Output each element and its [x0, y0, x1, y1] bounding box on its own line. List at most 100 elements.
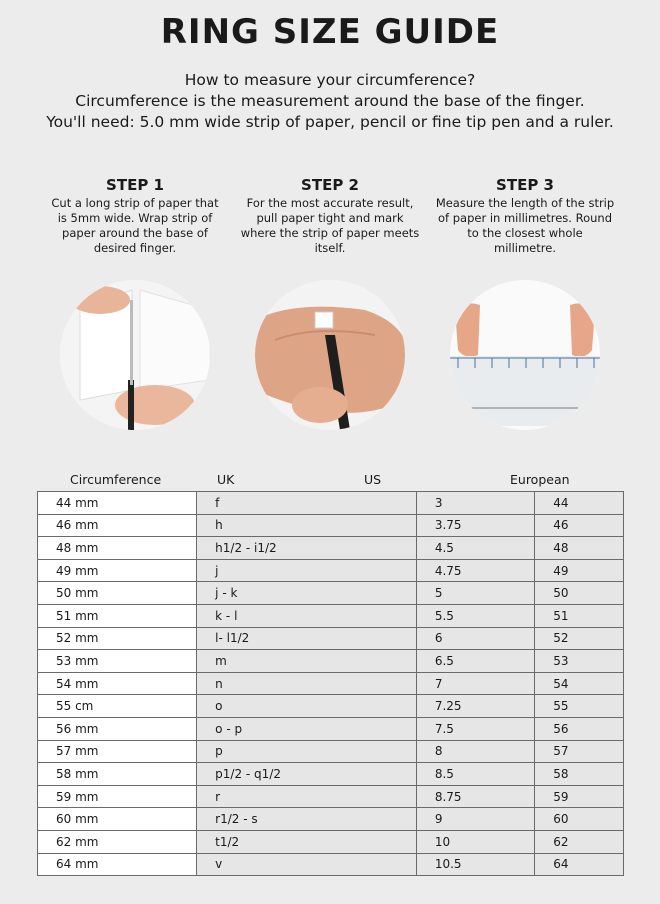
step-title: STEP 3	[496, 176, 554, 194]
ring-size-table: 44 mm f 3 44 46 mm h 3.75 46 48 mm h1/2 - i1/2 4.5…	[36, 491, 624, 877]
cell-us: 7.5	[415, 716, 536, 741]
cell-us: 4.5	[415, 536, 536, 560]
cell-european: 55	[534, 694, 624, 718]
cell-uk: o - p	[196, 716, 417, 741]
cell-circumference: 50 mm	[36, 581, 198, 605]
cell-us: 6	[415, 626, 536, 651]
step-text: For the most accurate result, pull paper…	[240, 196, 420, 255]
cell-circumference: 49 mm	[36, 558, 198, 583]
cell-circumference: 55 cm	[36, 694, 198, 718]
cell-uk: r	[196, 784, 417, 809]
table-row: 60 mm r1/2 - s 9 60	[36, 807, 624, 831]
table-row: 57 mm p 8 57	[36, 739, 624, 764]
header-uk: UK	[217, 472, 235, 487]
step-2: STEP 2 For the most accurate result, pul…	[240, 176, 420, 256]
step-1: STEP 1 Cut a long strip of paper that is…	[45, 176, 225, 256]
header-european: European	[510, 472, 570, 487]
cell-us: 10.5	[415, 852, 536, 877]
cell-european: 46	[534, 513, 624, 538]
table-row: 62 mm t1/2 10 62	[36, 829, 624, 854]
cell-european: 50	[534, 581, 624, 605]
cell-european: 53	[534, 649, 624, 673]
cell-european: 44	[534, 491, 624, 515]
cell-european: 56	[534, 716, 624, 741]
cell-us: 8	[415, 739, 536, 764]
cell-circumference: 60 mm	[36, 807, 198, 831]
cell-circumference: 62 mm	[36, 829, 198, 854]
cell-circumference: 46 mm	[36, 513, 198, 538]
table-row: 53 mm m 6.5 53	[36, 649, 624, 673]
cell-circumference: 52 mm	[36, 626, 198, 651]
cell-circumference: 44 mm	[36, 491, 198, 515]
intro-requirements: You'll need: 5.0 mm wide strip of paper,…	[46, 113, 614, 131]
intro-definition: Circumference is the measurement around …	[75, 92, 585, 110]
cell-uk: f	[196, 491, 417, 515]
table-row: 55 cm o 7.25 55	[36, 694, 624, 718]
cell-uk: j	[196, 558, 417, 583]
table-row: 48 mm h1/2 - i1/2 4.5 48	[36, 536, 624, 560]
step-title: STEP 1	[106, 176, 164, 194]
step-3-image	[450, 280, 600, 430]
table-row: 51 mm k - l 5.5 51	[36, 603, 624, 628]
cell-circumference: 58 mm	[36, 762, 198, 786]
step-1-image	[60, 280, 210, 430]
table-row: 46 mm h 3.75 46	[36, 513, 624, 538]
table-row: 54 mm n 7 54	[36, 671, 624, 696]
cell-us: 3	[415, 491, 536, 515]
cell-european: 64	[534, 852, 624, 877]
cell-european: 60	[534, 807, 624, 831]
page-title: RING SIZE GUIDE	[160, 12, 500, 52]
table-row: 44 mm f 3 44	[36, 491, 624, 515]
table-row: 50 mm j - k 5 50	[36, 581, 624, 605]
cell-us: 3.75	[415, 513, 536, 538]
cell-european: 54	[534, 671, 624, 696]
cell-us: 6.5	[415, 649, 536, 673]
cell-uk: m	[196, 649, 417, 673]
cell-european: 51	[534, 603, 624, 628]
cell-circumference: 48 mm	[36, 536, 198, 560]
table-row: 56 mm o - p 7.5 56	[36, 716, 624, 741]
step-title: STEP 2	[301, 176, 359, 194]
cell-us: 8.75	[415, 784, 536, 809]
step-2-image	[255, 280, 405, 430]
cell-uk: o	[196, 694, 417, 718]
cell-uk: p	[196, 739, 417, 764]
cell-circumference: 53 mm	[36, 649, 198, 673]
cell-us: 7	[415, 671, 536, 696]
cell-circumference: 56 mm	[36, 716, 198, 741]
table-row: 52 mm l- l1/2 6 52	[36, 626, 624, 651]
cell-european: 48	[534, 536, 624, 560]
cell-european: 52	[534, 626, 624, 651]
cell-european: 62	[534, 829, 624, 854]
cell-circumference: 57 mm	[36, 739, 198, 764]
header-circumference: Circumference	[70, 472, 162, 487]
step-3: STEP 3 Measure the length of the strip o…	[435, 176, 615, 256]
table-row: 49 mm j 4.75 49	[36, 558, 624, 583]
cell-us: 5	[415, 581, 536, 605]
step-text: Cut a long strip of paper that is 5mm wi…	[51, 196, 219, 255]
cell-european: 49	[534, 558, 624, 583]
cell-european: 59	[534, 784, 624, 809]
cell-us: 5.5	[415, 603, 536, 628]
cell-circumference: 54 mm	[36, 671, 198, 696]
cell-circumference: 51 mm	[36, 603, 198, 628]
table-row: 58 mm p1/2 - q1/2 8.5 58	[36, 762, 624, 786]
table-row: 59 mm r 8.75 59	[36, 784, 624, 809]
cell-us: 10	[415, 829, 536, 854]
step-text: Measure the length of the strip of paper…	[435, 196, 615, 255]
cell-uk: n	[196, 671, 417, 696]
intro-question: How to measure your circumference?	[184, 71, 476, 89]
cell-european: 58	[534, 762, 624, 786]
cell-uk: r1/2 - s	[196, 807, 417, 831]
table-row: 64 mm v 10.5 64	[36, 852, 624, 877]
cell-uk: v	[196, 852, 417, 877]
cell-uk: k - l	[196, 603, 417, 628]
cell-uk: h1/2 - i1/2	[196, 536, 417, 560]
cell-uk: t1/2	[196, 829, 417, 854]
header-us: US	[364, 472, 382, 487]
cell-circumference: 64 mm	[36, 852, 198, 877]
cell-us: 4.75	[415, 558, 536, 583]
cell-uk: l- l1/2	[196, 626, 417, 651]
cell-uk: h	[196, 513, 417, 538]
